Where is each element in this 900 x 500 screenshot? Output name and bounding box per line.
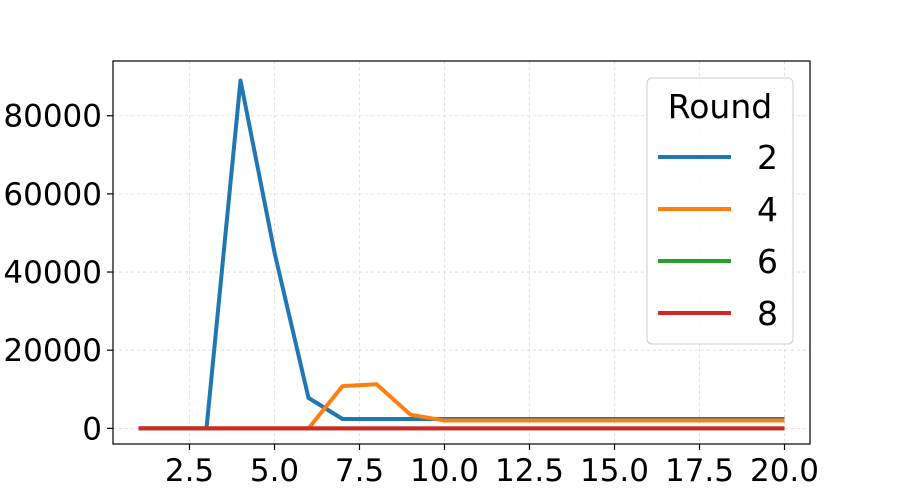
y-tick-label: 0: [82, 411, 102, 447]
legend: Round 2 4 6 8: [646, 77, 794, 345]
x-tick-label: 7.5: [335, 453, 384, 489]
plot-area-frame: [112, 60, 811, 445]
y-axis-ticks: 0 20000 40000 60000 80000: [3, 99, 113, 447]
y-tick-label: 80000: [3, 99, 102, 135]
legend-title: Round: [668, 87, 772, 126]
x-tick-label: 17.5: [665, 453, 734, 489]
x-tick-label: 2.5: [165, 453, 214, 489]
series-lines: [138, 78, 785, 431]
legend-label-2: 2: [757, 138, 778, 177]
legend-label-8: 8: [757, 294, 778, 333]
x-tick-label: 12.5: [495, 453, 564, 489]
legend-label-4: 4: [757, 190, 778, 229]
y-tick-label: 40000: [3, 255, 102, 291]
y-tick-label: 60000: [3, 177, 102, 213]
x-tick-label: 20.0: [750, 453, 819, 489]
x-tick-label: 15.0: [580, 453, 649, 489]
legend-label-6: 6: [757, 242, 778, 281]
x-tick-label: 5.0: [250, 453, 299, 489]
x-axis-ticks: 2.5 5.0 7.5 10.0 12.5 15.0 17.5 20.0: [165, 444, 819, 489]
y-tick-label: 20000: [3, 333, 102, 369]
x-tick-label: 10.0: [410, 453, 479, 489]
